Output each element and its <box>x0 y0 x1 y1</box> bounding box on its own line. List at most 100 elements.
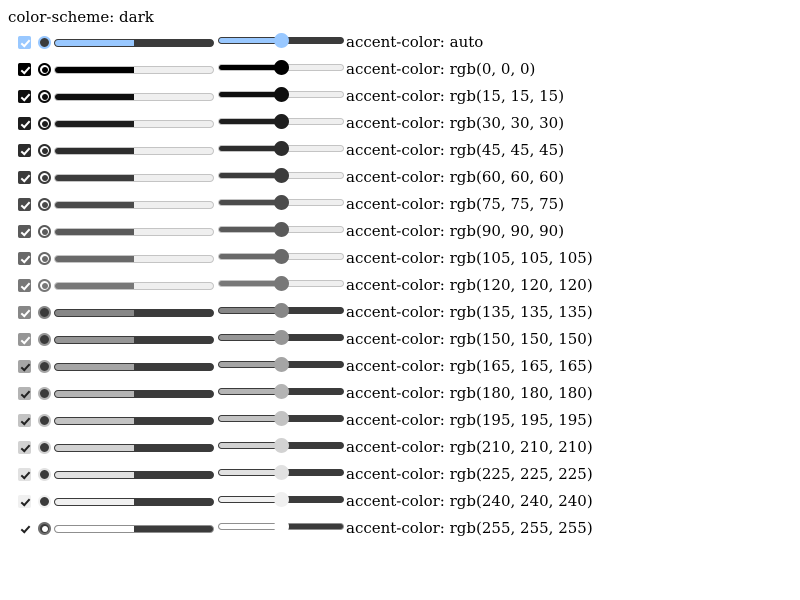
accent-radio[interactable] <box>38 495 51 508</box>
slider-thumb[interactable] <box>274 114 289 129</box>
accent-slider[interactable] <box>216 490 344 514</box>
accent-checkbox[interactable] <box>18 198 31 211</box>
accent-checkbox[interactable] <box>18 441 31 454</box>
radio-dot-icon <box>42 499 48 505</box>
accent-checkbox[interactable] <box>18 468 31 481</box>
slider-thumb[interactable] <box>274 411 289 426</box>
accent-radio[interactable] <box>38 387 51 400</box>
accent-radio[interactable] <box>38 360 51 373</box>
accent-checkbox[interactable] <box>18 387 31 400</box>
accent-radio[interactable] <box>38 252 51 265</box>
accent-checkbox[interactable] <box>18 225 31 238</box>
accent-slider[interactable] <box>216 31 344 55</box>
accent-radio[interactable] <box>38 441 51 454</box>
accent-radio[interactable] <box>38 198 51 211</box>
accent-slider[interactable] <box>216 517 344 541</box>
slider-thumb[interactable] <box>274 141 289 156</box>
slider-thumb[interactable] <box>274 276 289 291</box>
slider-track-fill <box>219 470 281 475</box>
control-row: accent-color: rgb(0, 0, 0) <box>16 58 576 85</box>
accent-color-label: accent-color: rgb(90, 90, 90) <box>346 222 565 240</box>
checkmark-icon <box>20 307 31 318</box>
slider-thumb[interactable] <box>274 33 289 48</box>
accent-radio[interactable] <box>38 279 51 292</box>
accent-slider[interactable] <box>216 247 344 271</box>
accent-slider[interactable] <box>216 355 344 379</box>
accent-radio[interactable] <box>38 522 51 535</box>
slider-thumb[interactable] <box>274 195 289 210</box>
progress-fill <box>55 283 134 289</box>
accent-checkbox[interactable] <box>18 36 31 49</box>
accent-radio[interactable] <box>38 333 51 346</box>
slider-thumb[interactable] <box>274 330 289 345</box>
accent-slider[interactable] <box>216 301 344 325</box>
accent-checkbox[interactable] <box>18 333 31 346</box>
slider-thumb[interactable] <box>274 168 289 183</box>
accent-radio[interactable] <box>38 36 51 49</box>
accent-slider[interactable] <box>216 436 344 460</box>
accent-checkbox[interactable] <box>18 360 31 373</box>
accent-checkbox[interactable] <box>18 144 31 157</box>
accent-checkbox[interactable] <box>18 414 31 427</box>
slider-thumb[interactable] <box>274 249 289 264</box>
accent-slider[interactable] <box>216 112 344 136</box>
slider-thumb[interactable] <box>274 60 289 75</box>
accent-checkbox[interactable] <box>18 252 31 265</box>
accent-radio[interactable] <box>38 171 51 184</box>
progress-fill <box>55 229 134 235</box>
accent-radio[interactable] <box>38 144 51 157</box>
accent-progress <box>54 471 214 479</box>
accent-radio[interactable] <box>38 225 51 238</box>
accent-checkbox[interactable] <box>18 522 31 535</box>
radio-dot-icon <box>42 148 48 154</box>
accent-checkbox[interactable] <box>18 306 31 319</box>
slider-thumb[interactable] <box>274 438 289 453</box>
accent-checkbox[interactable] <box>18 90 31 103</box>
progress-fill <box>55 256 134 262</box>
accent-progress <box>54 309 214 317</box>
accent-checkbox[interactable] <box>18 63 31 76</box>
accent-slider[interactable] <box>216 193 344 217</box>
slider-thumb[interactable] <box>274 519 289 534</box>
slider-track-fill <box>219 335 281 340</box>
accent-radio[interactable] <box>38 306 51 319</box>
accent-slider[interactable] <box>216 85 344 109</box>
accent-slider[interactable] <box>216 139 344 163</box>
accent-slider[interactable] <box>216 382 344 406</box>
progress-fill <box>55 337 134 343</box>
radio-dot-icon <box>42 283 48 289</box>
accent-progress <box>54 39 214 47</box>
accent-radio[interactable] <box>38 117 51 130</box>
accent-radio[interactable] <box>38 90 51 103</box>
accent-slider[interactable] <box>216 328 344 352</box>
slider-thumb[interactable] <box>274 87 289 102</box>
accent-slider[interactable] <box>216 220 344 244</box>
accent-radio[interactable] <box>38 63 51 76</box>
accent-progress <box>54 228 214 236</box>
progress-fill <box>55 121 134 127</box>
slider-thumb[interactable] <box>274 303 289 318</box>
control-row: accent-color: rgb(180, 180, 180) <box>16 382 593 409</box>
accent-color-label: accent-color: rgb(210, 210, 210) <box>346 438 593 456</box>
accent-radio[interactable] <box>38 468 51 481</box>
accent-slider[interactable] <box>216 463 344 487</box>
progress-fill <box>55 175 134 181</box>
slider-thumb[interactable] <box>274 222 289 237</box>
accent-checkbox[interactable] <box>18 495 31 508</box>
control-row: accent-color: rgb(150, 150, 150) <box>16 328 593 355</box>
slider-thumb[interactable] <box>274 465 289 480</box>
slider-track-fill <box>219 362 281 367</box>
accent-checkbox[interactable] <box>18 279 31 292</box>
slider-thumb[interactable] <box>274 492 289 507</box>
accent-slider[interactable] <box>216 58 344 82</box>
accent-checkbox[interactable] <box>18 117 31 130</box>
accent-slider[interactable] <box>216 166 344 190</box>
slider-thumb[interactable] <box>274 384 289 399</box>
accent-slider[interactable] <box>216 409 344 433</box>
progress-fill <box>55 310 134 316</box>
slider-thumb[interactable] <box>274 357 289 372</box>
accent-checkbox[interactable] <box>18 171 31 184</box>
accent-slider[interactable] <box>216 274 344 298</box>
accent-radio[interactable] <box>38 414 51 427</box>
checkmark-icon <box>20 172 31 183</box>
